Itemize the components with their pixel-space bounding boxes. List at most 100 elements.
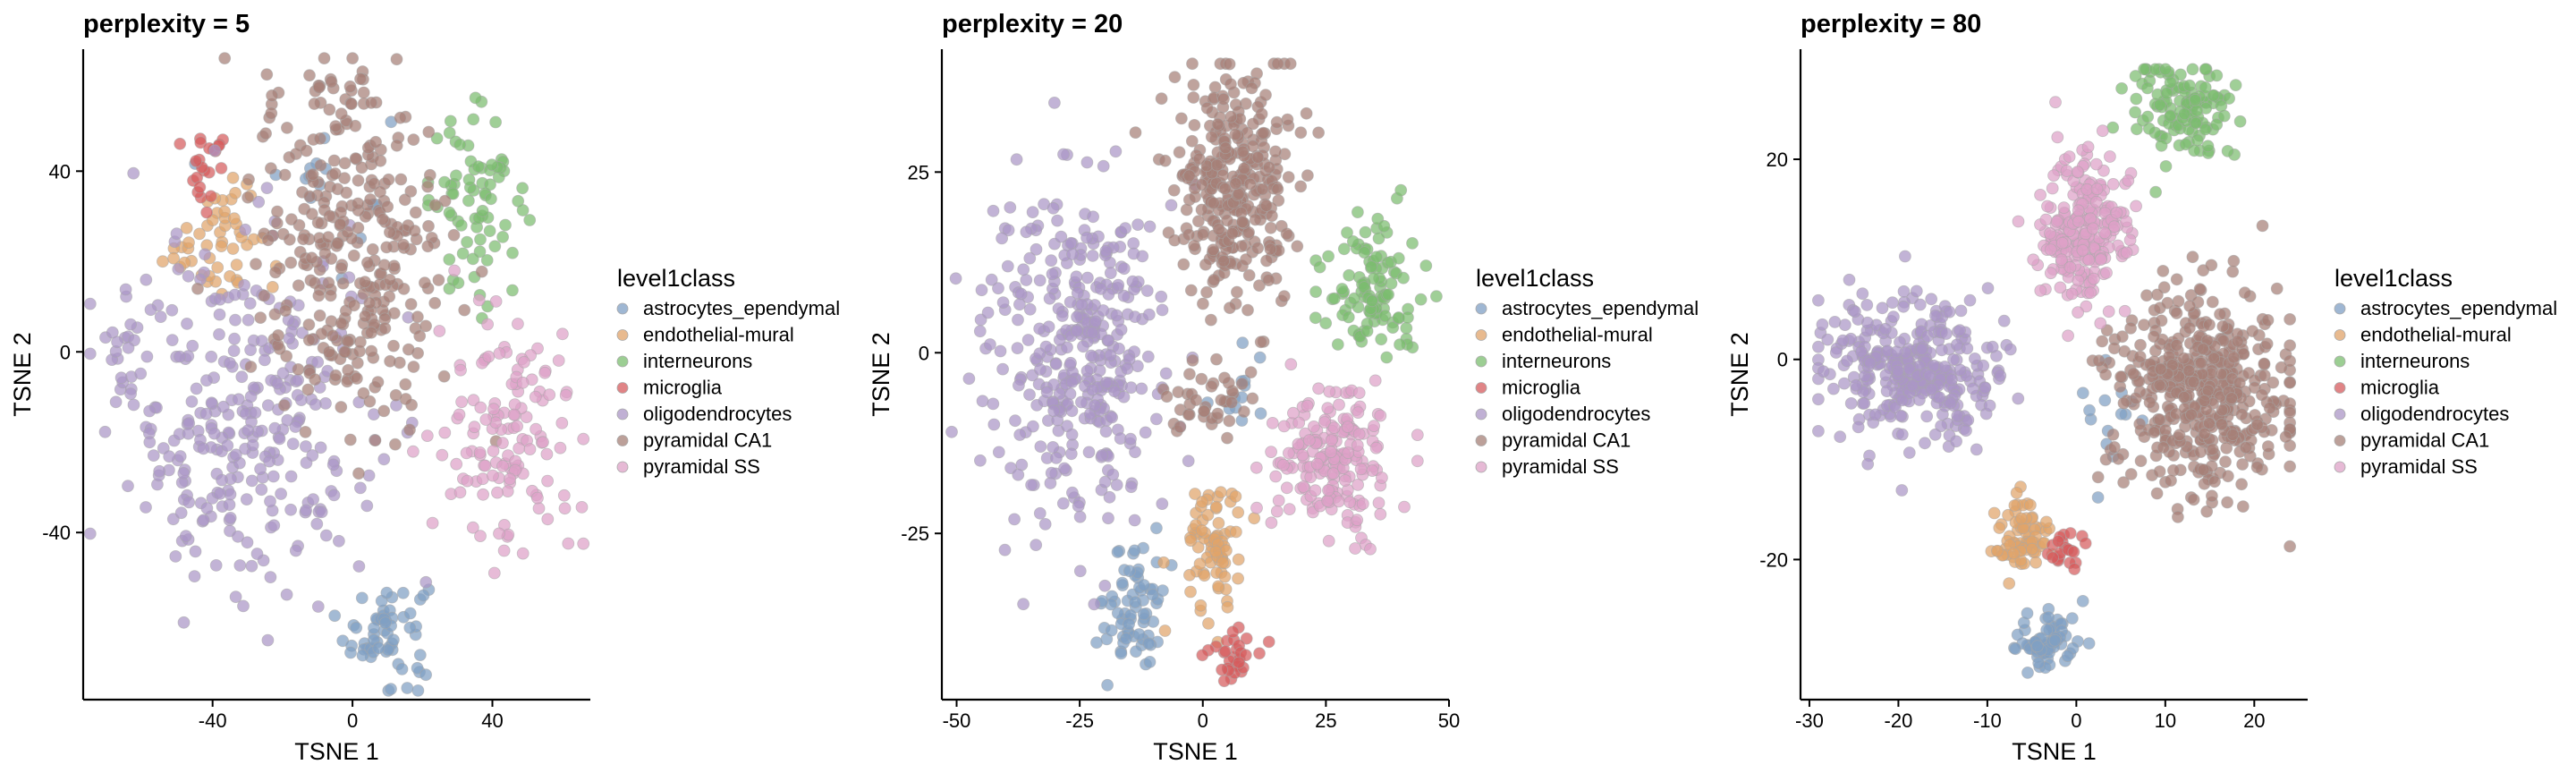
point-astrocytes-ependymal — [1253, 351, 1267, 364]
point-oligodendrocytes — [326, 458, 340, 471]
point-oligodendrocytes — [1951, 409, 1964, 422]
point-oligodendrocytes — [981, 306, 995, 319]
point-pyramidal-ca1 — [1264, 242, 1277, 256]
point-microglia — [1226, 625, 1240, 639]
point-pyramidal-ca1 — [1182, 368, 1196, 381]
point-pyramidal-ss — [497, 544, 511, 557]
point-pyramidal-ca1 — [369, 434, 382, 447]
point-oligodendrocytes — [242, 424, 255, 437]
point-pyramidal-ss — [1322, 534, 1335, 548]
point-pyramidal-ca1 — [2216, 319, 2230, 333]
point-pyramidal-ss — [2034, 284, 2047, 297]
point-pyramidal-ss — [1269, 470, 1283, 483]
point-interneurons — [1430, 290, 1443, 303]
point-oligodendrocytes — [289, 420, 302, 433]
point-pyramidal-ca1 — [335, 401, 348, 413]
point-oligodendrocytes — [1001, 259, 1014, 273]
point-oligodendrocytes — [1080, 156, 1094, 169]
point-pyramidal-ca1 — [1277, 290, 1291, 303]
point-pyramidal-ca1 — [2157, 264, 2170, 277]
point-interneurons — [1331, 338, 1344, 351]
point-oligodendrocytes — [260, 182, 274, 195]
point-pyramidal-ca1 — [1241, 303, 1254, 317]
point-pyramidal-ca1 — [1167, 183, 1181, 197]
legend: level1class astrocytes_ependymal endotheli… — [1475, 265, 1699, 478]
point-oligodendrocytes — [1110, 479, 1123, 491]
point-oligodendrocytes — [1126, 275, 1140, 288]
point-pyramidal-ca1 — [1212, 223, 1225, 236]
point-pyramidal-ca1 — [292, 362, 305, 376]
point-oligodendrocytes — [992, 282, 1004, 295]
point-interneurons — [516, 204, 530, 217]
point-oligodendrocytes — [240, 493, 253, 505]
point-pyramidal-ca1 — [2242, 367, 2255, 379]
point-pyramidal-ca1 — [2148, 330, 2161, 344]
point-pyramidal-ss — [468, 420, 481, 434]
point-pyramidal-ca1 — [1223, 414, 1236, 428]
point-pyramidal-ss — [433, 325, 446, 337]
point-oligodendrocytes — [1002, 224, 1015, 237]
point-pyramidal-ss — [1321, 495, 1335, 507]
point-oligodendrocytes — [1954, 304, 1968, 318]
point-pyramidal-ca1 — [2197, 463, 2210, 476]
point-oligodendrocytes — [1953, 363, 1967, 377]
point-oligodendrocytes — [1046, 201, 1060, 215]
point-oligodendrocytes — [994, 344, 1007, 358]
point-oligodendrocytes — [205, 396, 218, 410]
point-pyramidal-ca1 — [359, 310, 372, 323]
point-pyramidal-ca1 — [1168, 234, 1182, 247]
point-endothelial-mural — [1182, 568, 1196, 582]
point-pyramidal-ca1 — [1243, 177, 1257, 191]
point-oligodendrocytes — [1878, 322, 1892, 336]
point-pyramidal-ss — [577, 537, 590, 550]
point-astrocytes-ependymal — [411, 684, 425, 697]
point-pyramidal-ss — [516, 376, 530, 389]
point-oligodendrocytes — [2004, 343, 2017, 356]
point-pyramidal-ca1 — [299, 425, 312, 438]
point-astrocytes-ependymal — [2076, 595, 2089, 607]
point-pyramidal-ca1 — [1262, 161, 1275, 174]
point-pyramidal-ss — [2049, 96, 2062, 109]
point-pyramidal-ca1 — [1190, 394, 1203, 407]
point-interneurons — [489, 115, 502, 129]
point-astrocytes-ependymal — [1149, 522, 1163, 535]
point-oligodendrocytes — [1149, 412, 1163, 426]
panel-perplexity-20: perplexity = 20 -50 -25 0 25 50 -25 0 25 TSNE 1 TS… — [859, 0, 1717, 773]
point-astrocytes-ependymal — [2030, 640, 2044, 653]
point-pyramidal-ss — [1276, 458, 1290, 471]
point-oligodendrocytes — [1085, 349, 1097, 362]
point-oligodendrocytes — [1034, 363, 1046, 376]
point-astrocytes-ependymal — [1146, 588, 1159, 601]
legend: level1class astrocytes_ependymal endotheli… — [2334, 265, 2557, 478]
point-oligodendrocytes — [208, 144, 222, 157]
point-oligodendrocytes — [1836, 334, 1850, 347]
point-pyramidal-ca1 — [1168, 71, 1182, 84]
point-pyramidal-ca1 — [258, 289, 271, 302]
point-oligodendrocytes — [283, 332, 296, 345]
point-oligodendrocytes — [1045, 466, 1058, 480]
panel-perplexity-5: perplexity = 5 -40 0 40 -40 0 40 TSNE 1 TSNE 2 le… — [0, 0, 859, 773]
point-endothelial-mural — [1232, 505, 1245, 519]
point-astrocytes-ependymal — [1128, 544, 1141, 557]
point-pyramidal-ca1 — [1255, 107, 1268, 121]
point-oligodendrocytes — [1829, 346, 1843, 359]
point-oligodendrocytes — [1812, 393, 1825, 406]
point-pyramidal-ss — [2106, 177, 2120, 191]
point-pyramidal-ss — [1302, 434, 1316, 447]
point-pyramidal-ss — [504, 472, 516, 486]
point-pyramidal-ss — [1318, 416, 1331, 429]
point-pyramidal-ss — [2118, 304, 2131, 318]
point-astrocytes-ependymal — [380, 586, 394, 599]
point-oligodendrocytes — [114, 371, 128, 385]
point-pyramidal-ca1 — [1217, 254, 1231, 268]
point-interneurons — [474, 233, 487, 246]
point-pyramidal-ss — [1374, 507, 1387, 521]
point-pyramidal-ss — [1265, 446, 1278, 459]
point-interneurons — [486, 158, 498, 172]
point-pyramidal-ss — [1301, 399, 1314, 412]
point-pyramidal-ca1 — [2236, 458, 2249, 471]
point-pyramidal-ca1 — [2173, 429, 2186, 442]
point-pyramidal-ca1 — [423, 168, 436, 182]
point-oligodendrocytes — [1848, 305, 1861, 319]
legend-label-astrocytes-ependymal: astrocytes_ependymal — [643, 297, 840, 319]
